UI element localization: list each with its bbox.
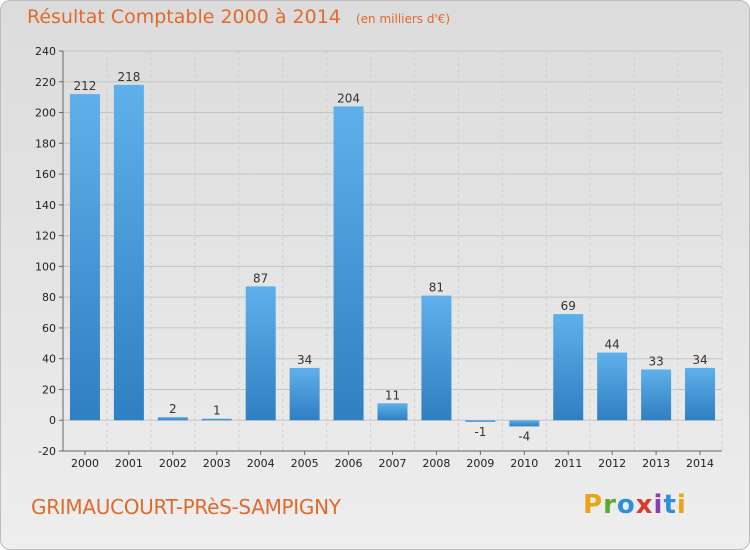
logo-letter: r (603, 490, 617, 520)
y-tick-label: 0 (49, 414, 56, 427)
bar-2000 (69, 94, 100, 421)
bars (69, 84, 716, 427)
logo-letter: t (663, 490, 677, 520)
x-tick-label: 2006 (335, 457, 363, 470)
x-tick-label: 2002 (159, 457, 187, 470)
value-label: 2 (169, 402, 177, 416)
bar-2004 (245, 286, 276, 421)
bar-2007 (377, 403, 408, 421)
value-label: 34 (692, 353, 707, 367)
bar-2005 (289, 367, 320, 421)
y-tick-label: 200 (35, 107, 56, 120)
bar-2013 (641, 369, 672, 421)
labels: 212 218 2 1 87 34 204 11 81 -1 -4 69 44 33 34 (74, 70, 708, 444)
logo-letter: o (616, 490, 636, 520)
y-tick-label: 240 (35, 45, 56, 58)
y-tick-label: 100 (35, 260, 56, 273)
value-label: 69 (561, 299, 576, 313)
chart-title-row: Résultat Comptable 2000 à 2014 (en milli… (27, 6, 450, 28)
value-label: 34 (297, 353, 312, 367)
axes: -20 0 20 40 60 80 100 120 140 160 180 200 220 240 2000… (35, 45, 722, 470)
bar-2009 (465, 420, 496, 422)
bar-2012 (597, 352, 628, 421)
value-label: 204 (337, 91, 360, 105)
chart-subtitle: (en milliers d'€) (355, 12, 451, 26)
bar-2014 (685, 367, 716, 421)
value-label: 33 (648, 354, 663, 368)
y-tick-label: 220 (35, 76, 56, 89)
value-label: 87 (253, 271, 268, 285)
x-tick-label: 2007 (379, 457, 407, 470)
y-tick-label: 40 (42, 353, 56, 366)
x-tick-label: 2003 (203, 457, 231, 470)
value-label: 212 (74, 79, 97, 93)
commune-name: GRIMAUCOURT-PRèS-SAMPIGNY (31, 495, 341, 519)
logo-letter: i (653, 490, 664, 520)
x-tick-label: 2014 (686, 457, 714, 470)
y-tick-label: 160 (35, 168, 56, 181)
chart-title: Résultat Comptable 2000 à 2014 (27, 6, 341, 28)
bar-2002 (157, 417, 188, 421)
x-tick-label: 2000 (71, 457, 99, 470)
bar-2008 (421, 295, 452, 421)
value-label: 11 (385, 388, 400, 402)
value-label: 81 (429, 281, 444, 295)
x-tick-label: 2005 (291, 457, 319, 470)
x-tick-label: 2004 (247, 457, 275, 470)
y-tick-label: 80 (42, 291, 56, 304)
value-label: 1 (213, 404, 221, 418)
bar-2003 (201, 418, 232, 421)
x-tick-label: 2011 (554, 457, 582, 470)
value-label: -1 (474, 425, 486, 439)
y-tick-label: 140 (35, 199, 56, 212)
x-tick-label: 2009 (466, 457, 494, 470)
bar-2006 (333, 106, 364, 421)
y-tick-label: 120 (35, 230, 56, 243)
bar-2011 (553, 314, 584, 421)
x-tick-label: 2008 (422, 457, 450, 470)
bar-2010 (509, 420, 540, 427)
x-tick-label: 2010 (510, 457, 538, 470)
proxiti-logo: Proxiti (583, 490, 687, 520)
x-tick-label: 2013 (642, 457, 670, 470)
logo-letter: P (583, 490, 604, 520)
y-tick-label: -20 (38, 445, 56, 458)
logo-letter: x (635, 490, 654, 520)
logo-letter: i (676, 490, 687, 520)
y-tick-label: 60 (42, 322, 56, 335)
y-tick-label: 180 (35, 137, 56, 150)
value-label: -4 (518, 429, 530, 443)
bar-2001 (113, 84, 144, 421)
y-tick-label: 20 (42, 383, 56, 396)
value-label: 218 (117, 70, 140, 84)
x-tick-label: 2001 (115, 457, 143, 470)
x-tick-label: 2012 (598, 457, 626, 470)
value-label: 44 (605, 338, 620, 352)
